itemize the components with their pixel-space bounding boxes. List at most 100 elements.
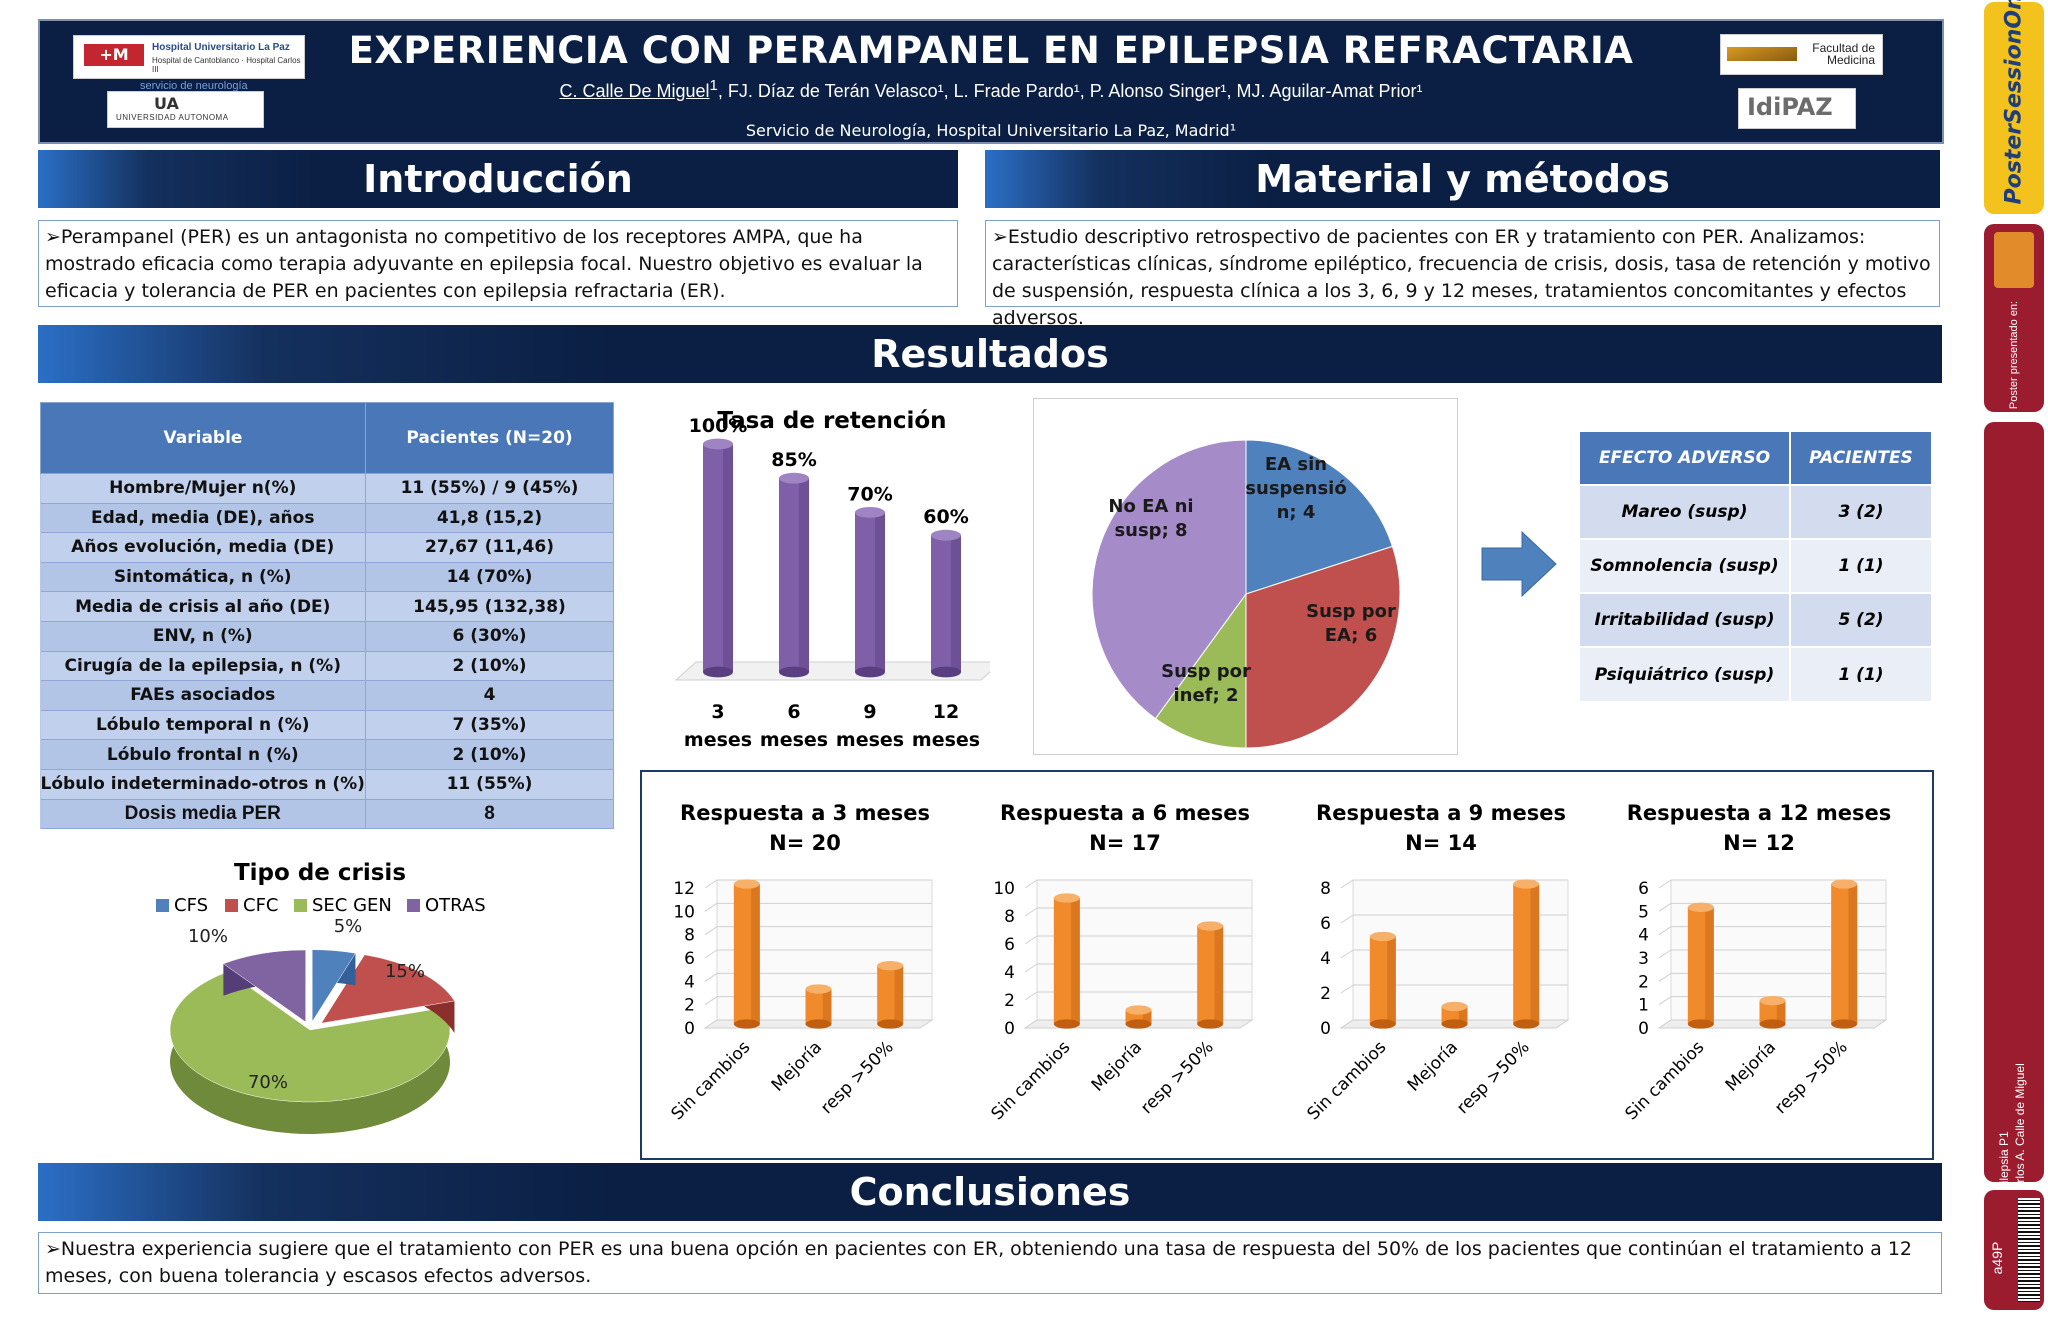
response-x-label: Mejoría	[1404, 1037, 1462, 1095]
retention-category-label: 6	[787, 701, 800, 723]
table-row: Hombre/Mujer n(%) 11 (55%) / 9 (45%)	[40, 473, 614, 504]
response-bar	[1687, 902, 1714, 1029]
response-y-tick: 0	[1004, 1019, 1015, 1039]
ae-patients-cell: 3 (2)	[1790, 484, 1933, 539]
seizure-pie-slice	[222, 949, 306, 1023]
response-y-tick: 10	[673, 902, 695, 922]
response-bar-body	[1759, 1000, 1786, 1024]
patients-cell: 11 (55%) / 9 (45%)	[365, 473, 614, 504]
facultad-logo: Facultad de Medicina	[1720, 34, 1883, 75]
poster-title: EXPERIENCIA CON PERAMPANEL EN EPILEPSIA …	[348, 29, 1634, 72]
response-chart-title: Respuesta a 9 meses	[1316, 801, 1566, 825]
table-row: Lóbulo frontal n (%) 2 (10%)	[40, 739, 614, 770]
response-bar-body	[805, 989, 832, 1024]
response-bar-top	[1053, 893, 1080, 903]
session-tile: Epilepsia P1 Carlos A. Calle de Miguel	[1984, 422, 2044, 1198]
variable-cell: Lóbulo temporal n (%)	[40, 710, 366, 741]
response-y-tick: 4	[1638, 926, 1649, 946]
suspension-pie-label: n; 4	[1277, 502, 1316, 523]
response-chart-title: Respuesta a 6 meses	[1000, 801, 1250, 825]
suspension-pie-chart: EA sin suspensió n; 4 Susp por EA; 6 Susp por…	[1091, 439, 1401, 749]
conclusions-title: Conclusiones	[849, 1170, 1131, 1214]
response-bar-top	[733, 879, 760, 889]
response-bar-top	[1687, 902, 1714, 913]
response-chart: Respuesta a 3 meses N= 20 0 2 4 6 8 10 12 Sin cam…	[668, 801, 934, 1124]
suspension-pie-label: No EA ni	[1108, 496, 1193, 517]
code-tile: a49P	[1984, 1190, 2044, 1310]
retention-bar-shade	[875, 512, 885, 672]
response-bar-body	[1441, 1006, 1468, 1024]
table-row: Mareo (susp) 3 (2)	[1580, 484, 1933, 539]
variable-cell: Años evolución, media (DE)	[40, 532, 366, 563]
retention-bar	[703, 438, 733, 678]
methods-text: ➢Estudio descriptivo retrospectivo de pa…	[992, 226, 1931, 329]
response-y-tick: 3	[1638, 949, 1649, 969]
poster-code: a49P	[1989, 1241, 2005, 1275]
response-bar	[1441, 1001, 1468, 1029]
response-chart-subtitle: N= 20	[769, 831, 841, 855]
suspension-pie-slice	[1154, 592, 1247, 749]
hospital-logo-mark: +M	[84, 44, 144, 66]
table-row: Edad, media (DE), años 41,8 (15,2)	[40, 503, 614, 534]
response-y-tick: 0	[1320, 1019, 1331, 1039]
response-bar-shade	[1387, 936, 1396, 1024]
suspension-pie-label: EA sin	[1265, 454, 1327, 475]
presented-label: Poster presentado en:	[2008, 300, 2020, 410]
response-bar-base	[1197, 1019, 1224, 1029]
service-label: servicio de neurología	[140, 80, 248, 92]
response-grid-slant	[704, 926, 718, 936]
retention-bar	[779, 472, 809, 678]
patients-cell: 7 (35%)	[365, 710, 614, 741]
retention-bar-base	[931, 666, 961, 678]
retention-category-label: 9	[863, 701, 876, 723]
methods-textbox: ➢Estudio descriptivo retrospectivo de pa…	[985, 220, 1940, 329]
response-grid-slant	[1658, 972, 1672, 982]
uam-logo: UA UNIVERSIDAD AUTONOMA	[107, 91, 264, 128]
retention-category-label: meses	[684, 729, 752, 751]
uam-logo-name: UNIVERSIDAD AUTONOMA	[116, 113, 229, 122]
retention-bar-base	[855, 666, 885, 678]
response-bar-shade	[894, 965, 904, 1024]
retention-category-label: 12	[933, 701, 959, 723]
response-bar-shade	[1530, 884, 1540, 1024]
retention-chart-title: Tasa de retención	[717, 408, 946, 434]
response-charts-frame	[640, 770, 1934, 1160]
response-x-label: Sin cambios	[1304, 1037, 1391, 1124]
response-y-tick: 2	[1638, 972, 1649, 992]
response-grid-slant	[1340, 879, 1354, 889]
ae-effect-cell: Irritabilidad (susp)	[1580, 592, 1791, 647]
seizure-type-title: Tipo de crisis	[234, 860, 406, 886]
response-bar-shade	[822, 989, 832, 1024]
session-name: Epilepsia P1	[1997, 1131, 2011, 1198]
patients-cell: 27,67 (11,46)	[365, 532, 614, 563]
ae-header-effect: EFECTO ADVERSO	[1580, 432, 1791, 485]
response-bar-body	[1053, 898, 1080, 1024]
retention-category-label: meses	[760, 729, 828, 751]
response-chart-title: Respuesta a 12 meses	[1627, 801, 1892, 825]
response-chart: Respuesta a 6 meses N= 17 0 2 4 6 8 10 Sin cambi…	[988, 801, 1254, 1124]
response-bar-body	[1831, 884, 1858, 1024]
response-x-label: resp >50%	[1137, 1037, 1218, 1118]
retention-bar-body	[855, 512, 885, 672]
results-title: Resultados	[871, 332, 1109, 376]
seizure-legend-swatch	[407, 899, 420, 912]
ae-patients-cell: 1 (1)	[1790, 646, 1933, 701]
response-y-tick: 6	[684, 949, 695, 969]
response-grid-slant	[704, 972, 718, 982]
seizure-legend-label: OTRAS	[425, 895, 486, 916]
adverse-effects-table: EFECTO ADVERSO PACIENTES Mareo (susp) 3 (…	[1580, 432, 1933, 701]
retention-bar-shade	[951, 535, 961, 672]
right-arrow-icon	[1481, 530, 1557, 598]
response-bar-base	[733, 1019, 760, 1029]
response-bar-top	[1831, 879, 1858, 889]
idipaz-logo: IdiPAZ	[1738, 88, 1856, 129]
response-x-label: resp >50%	[1771, 1037, 1852, 1118]
response-grid-slant	[704, 879, 718, 889]
table-row: Irritabilidad (susp) 5 (2)	[1580, 592, 1933, 647]
retention-bar-top	[855, 507, 885, 518]
response-bar-base	[1369, 1019, 1396, 1029]
methods-section-header: Material y métodos	[985, 150, 1940, 208]
response-bar-shade	[1776, 1000, 1786, 1024]
conclusions-text: ➢Nuestra experiencia sugiere que el trat…	[45, 1238, 1913, 1287]
response-y-tick: 12	[673, 879, 695, 899]
